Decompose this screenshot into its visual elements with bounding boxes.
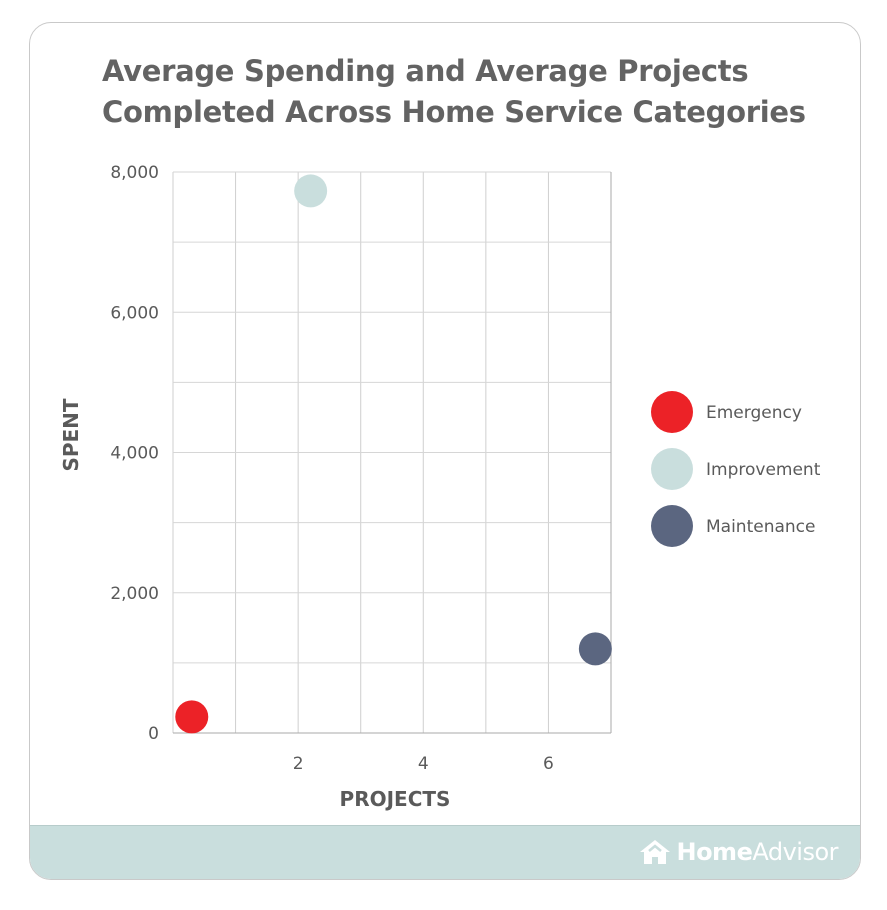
x-tick-label: 6	[543, 754, 554, 774]
y-axis-label: SPENT	[59, 398, 83, 471]
legend: Emergency Improvement Maintenance	[651, 391, 821, 547]
data-point-emergency	[175, 700, 209, 734]
data-point-maintenance	[578, 632, 612, 666]
data-point-improvement	[294, 174, 328, 208]
y-tick-label: 0	[148, 724, 159, 744]
house-icon	[640, 840, 671, 864]
legend-label-emergency: Emergency	[706, 403, 802, 423]
legend-label-maintenance: Maintenance	[706, 517, 815, 537]
y-tick-label: 2,000	[110, 584, 159, 604]
chart-title: Average Spending and Average Projects Co…	[102, 54, 806, 129]
data-points	[175, 174, 612, 734]
y-tick-label: 4,000	[110, 444, 159, 464]
chart-card: Average Spending and Average Projects Co…	[29, 22, 861, 880]
x-axis-label: PROJECTS	[340, 787, 451, 811]
y-tick-label: 6,000	[110, 303, 159, 323]
footer-bar: Home Advisor	[30, 825, 860, 879]
tick-labels: 0 2,000 4,000 6,000 8,000 2 4 6	[110, 163, 554, 774]
homeadvisor-logo[interactable]: Home Advisor	[638, 838, 838, 866]
legend-swatch-maintenance	[651, 505, 693, 547]
x-tick-label: 2	[293, 754, 304, 774]
grid-layer	[172, 171, 612, 734]
legend-swatch-improvement	[651, 448, 693, 490]
legend-swatch-emergency	[651, 391, 693, 433]
brand-home-text: Home	[676, 838, 753, 866]
legend-label-improvement: Improvement	[706, 460, 821, 480]
x-tick-label: 4	[418, 754, 429, 774]
brand-advisor-text: Advisor	[752, 838, 838, 866]
y-tick-label: 8,000	[110, 163, 159, 183]
